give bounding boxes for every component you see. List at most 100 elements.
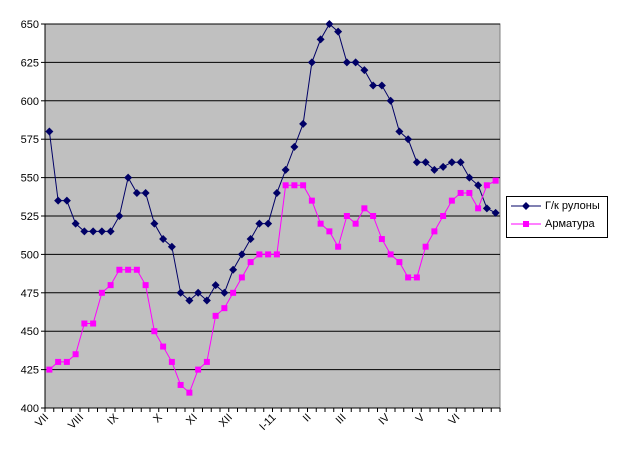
- x-tick-label: X: [151, 411, 165, 425]
- data-point: [334, 27, 343, 36]
- data-point: [256, 251, 263, 258]
- data-point: [212, 312, 219, 319]
- data-point: [238, 274, 245, 281]
- data-point: [167, 242, 176, 251]
- data-point: [220, 288, 229, 297]
- data-point: [290, 142, 299, 151]
- series-line-1: [49, 180, 496, 394]
- y-tick-label: 575: [21, 134, 39, 146]
- x-tick-label: XI: [184, 412, 200, 428]
- y-tick-label: 425: [21, 365, 39, 377]
- legend: Г/к рулоны Арматура: [506, 196, 608, 238]
- data-point: [264, 219, 273, 228]
- data-point: [194, 288, 203, 297]
- data-point: [431, 228, 438, 235]
- data-point: [168, 358, 175, 365]
- data-point: [98, 289, 105, 296]
- data-point: [132, 188, 141, 197]
- data-point: [90, 320, 97, 327]
- data-point: [475, 205, 482, 212]
- data-point: [151, 328, 158, 335]
- legend-label: Г/к рулоны: [545, 200, 600, 212]
- data-point: [160, 343, 167, 350]
- y-tick-label: 400: [21, 403, 39, 415]
- data-point: [300, 182, 307, 189]
- data-point: [369, 81, 378, 90]
- x-tick-label: I-11: [257, 412, 278, 433]
- y-tick-label: 475: [21, 288, 39, 300]
- x-tick-label: II: [301, 412, 314, 425]
- data-point: [107, 282, 114, 289]
- data-point: [413, 274, 420, 281]
- data-point: [387, 251, 394, 258]
- data-point: [177, 381, 184, 388]
- data-point: [421, 158, 430, 167]
- data-point: [457, 189, 464, 196]
- data-point: [466, 189, 473, 196]
- data-point: [439, 162, 448, 171]
- data-point: [430, 165, 439, 174]
- data-point: [141, 188, 150, 197]
- y-tick-label: 550: [21, 173, 39, 185]
- data-point: [343, 213, 350, 219]
- data-point: [483, 182, 490, 189]
- data-point: [89, 227, 98, 236]
- series-line-0: [48, 23, 496, 302]
- data-point: [55, 358, 62, 365]
- data-point: [106, 227, 115, 236]
- data-point: [342, 58, 351, 67]
- data-point: [422, 243, 429, 250]
- data-point: [351, 58, 360, 67]
- x-tick-label: IV: [377, 411, 393, 427]
- legend-marker-square-icon: [511, 221, 541, 227]
- data-point: [361, 205, 368, 212]
- data-point: [176, 288, 185, 297]
- data-point: [370, 213, 377, 219]
- y-tick-label: 600: [21, 96, 39, 108]
- data-point: [255, 219, 264, 228]
- data-point: [81, 320, 88, 327]
- legend-item-1: Арматура: [507, 215, 607, 233]
- data-point: [80, 227, 89, 236]
- data-point: [265, 251, 272, 258]
- data-point: [335, 243, 342, 250]
- data-point: [150, 219, 159, 228]
- data-point: [352, 220, 359, 227]
- data-point: [272, 188, 281, 197]
- data-point: [299, 119, 308, 128]
- data-point: [395, 127, 404, 136]
- data-point: [97, 227, 106, 236]
- data-point: [308, 197, 315, 204]
- data-point: [482, 204, 491, 213]
- data-point: [273, 251, 280, 258]
- data-point: [360, 66, 369, 75]
- x-tick-label: III: [334, 412, 349, 427]
- data-point: [229, 265, 238, 274]
- data-point: [325, 20, 334, 28]
- data-point: [465, 173, 474, 182]
- data-point: [202, 296, 211, 305]
- data-point: [45, 127, 54, 136]
- data-point: [115, 212, 124, 220]
- data-point: [404, 135, 413, 144]
- y-tick-label: 450: [21, 326, 39, 338]
- data-point: [316, 35, 325, 44]
- data-point: [377, 81, 386, 90]
- data-point: [237, 250, 246, 259]
- x-tick-label: IX: [105, 411, 121, 427]
- data-point: [63, 358, 70, 365]
- data-point: [203, 358, 210, 365]
- x-tick-label: VI: [447, 412, 463, 428]
- y-tick-label: 525: [21, 211, 39, 223]
- data-point: [282, 182, 289, 189]
- data-point: [291, 182, 298, 189]
- data-point: [412, 158, 421, 167]
- data-point: [54, 196, 63, 205]
- data-point: [492, 177, 499, 184]
- data-point: [124, 173, 133, 182]
- data-point: [386, 96, 395, 105]
- data-point: [185, 296, 194, 305]
- data-point: [246, 235, 255, 244]
